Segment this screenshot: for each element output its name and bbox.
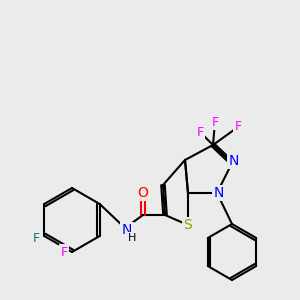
Text: N: N bbox=[229, 154, 239, 168]
Text: H: H bbox=[128, 233, 136, 243]
Text: F: F bbox=[196, 125, 204, 139]
Text: F: F bbox=[60, 245, 68, 259]
Text: O: O bbox=[138, 186, 148, 200]
Text: F: F bbox=[33, 232, 40, 245]
Text: N: N bbox=[214, 186, 224, 200]
Text: F: F bbox=[234, 121, 242, 134]
Text: F: F bbox=[212, 116, 219, 128]
Text: N: N bbox=[122, 223, 132, 237]
Text: S: S bbox=[184, 218, 192, 232]
